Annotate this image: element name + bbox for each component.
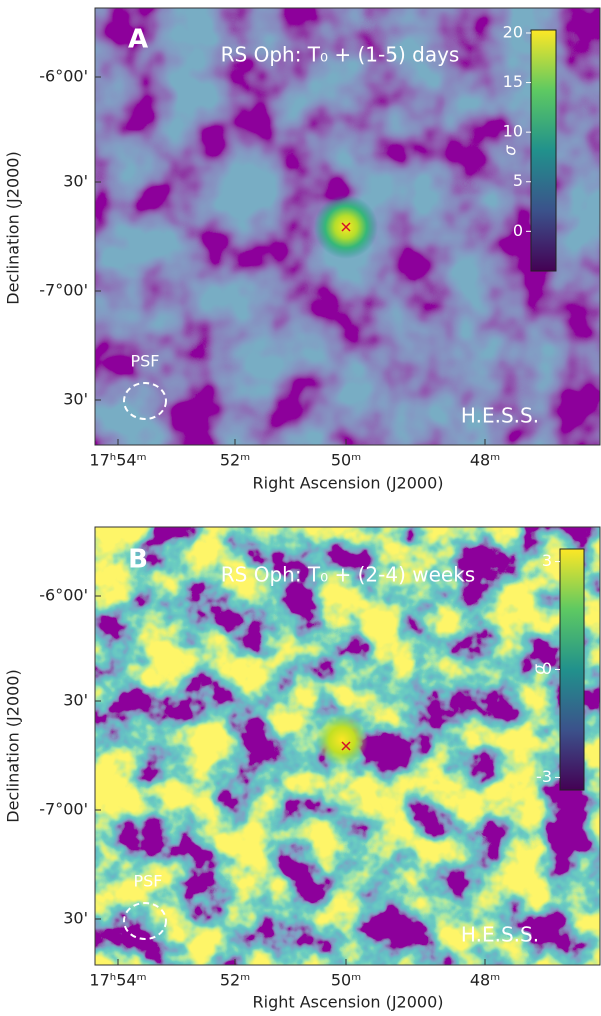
x-tick-label: 17ʰ54ᵐ (89, 451, 146, 470)
instrument-label: H.E.S.S. (461, 404, 539, 428)
source-marker (341, 222, 351, 232)
y-tick-label: -6°00' (39, 586, 88, 605)
colorbar-tick-label: 3 (542, 551, 552, 570)
panel-title: RS Oph: T₀ + (1-5) days (221, 43, 460, 67)
plot-frame (94, 526, 601, 966)
psf-label: PSF (130, 352, 159, 371)
panel-title: RS Oph: T₀ + (2-4) weeks (221, 563, 475, 587)
psf-label: PSF (133, 872, 162, 891)
plot-frame (94, 7, 601, 446)
x-tick-label: 17ʰ54ᵐ (89, 971, 146, 990)
colorbar-tick-label: 10 (503, 122, 523, 141)
y-tick-label: 30' (63, 909, 88, 928)
y-tick-label: 30' (63, 691, 88, 710)
x-tick-label: 48ᵐ (470, 971, 500, 990)
x-tick-label: 50ᵐ (331, 451, 361, 470)
colorbar-tick-label: 0 (542, 659, 552, 678)
y-axis-label: Declination (J2000) (4, 151, 23, 304)
panel-label: B (128, 545, 148, 575)
panel-a: A RS Oph: T₀ + (1-5) days PSF H.E.S.S. R… (4, 7, 601, 493)
colorbar-label: σ (501, 145, 520, 156)
panel-b: B RS Oph: T₀ + (2-4) weeks PSF H.E.S.S. … (4, 526, 601, 1012)
panel-label: A (128, 25, 148, 55)
colorbar-tick-label: 0 (513, 221, 523, 240)
instrument-label: H.E.S.S. (461, 923, 539, 947)
x-tick-label: 48ᵐ (470, 451, 500, 470)
colorbar-tick-label: 15 (503, 72, 523, 91)
colorbar (559, 548, 585, 791)
x-tick-label: 52ᵐ (220, 971, 250, 990)
y-tick-label: 30' (63, 390, 88, 409)
y-tick-label: -6°00' (39, 67, 88, 86)
x-tick-label: 52ᵐ (220, 451, 250, 470)
x-axis-label: Right Ascension (J2000) (253, 993, 444, 1012)
psf-ellipse (123, 382, 167, 420)
psf-ellipse (123, 902, 167, 940)
colorbar-label: σ (530, 664, 549, 675)
y-tick-label: -7°00' (39, 281, 88, 300)
y-axis-label: Declination (J2000) (4, 669, 23, 822)
y-tick-label: -7°00' (39, 800, 88, 819)
colorbar-tick-label: 5 (513, 171, 523, 190)
x-axis-label: Right Ascension (J2000) (253, 474, 444, 493)
colorbar-tick-label: 20 (503, 22, 523, 41)
colorbar (530, 29, 557, 272)
source-marker (341, 741, 351, 751)
colorbar-tick-label: -3 (536, 767, 552, 786)
y-tick-label: 30' (63, 172, 88, 191)
x-tick-label: 50ᵐ (331, 971, 361, 990)
source-emission (316, 714, 368, 766)
